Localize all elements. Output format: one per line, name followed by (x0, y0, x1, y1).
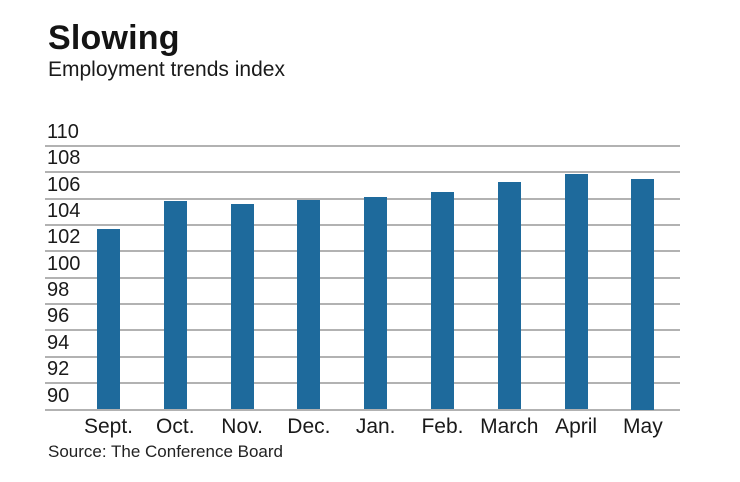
x-axis-category-label: May (623, 414, 663, 438)
gridline (45, 224, 680, 227)
y-axis-tick-label: 108 (47, 147, 81, 170)
x-axis-category-label: Sept. (83, 414, 134, 438)
bar (564, 173, 588, 410)
bar (497, 181, 521, 410)
y-axis-tick-label: 104 (47, 200, 81, 223)
gridline (45, 171, 680, 174)
gridline (45, 382, 680, 385)
gridline (45, 355, 680, 358)
bar (297, 200, 321, 410)
bar (364, 197, 388, 410)
bar (163, 201, 187, 410)
x-axis-category-label: March (480, 414, 539, 438)
gridline (45, 408, 680, 411)
gridline (45, 303, 680, 306)
gridline (45, 329, 680, 332)
y-axis-tick-label: 94 (47, 331, 70, 354)
chart-subtitle: Employment trends index (48, 58, 285, 81)
y-axis-tick-label: 106 (47, 173, 81, 196)
gridline (45, 145, 680, 147)
y-axis-tick-label: 90 (47, 384, 70, 407)
gridline (45, 250, 680, 253)
bar (631, 178, 655, 410)
y-axis-tick-label: 98 (47, 279, 70, 302)
y-axis-tick-label: 102 (47, 226, 81, 249)
x-axis-category-label: Oct. (156, 414, 195, 438)
bar (230, 203, 254, 410)
bar (97, 229, 120, 410)
source-note: Source: The Conference Board (48, 442, 283, 461)
chart-title: Slowing (48, 19, 180, 57)
y-axis-tick-label: 96 (47, 305, 70, 328)
x-axis-category-label: April (555, 414, 598, 438)
x-axis-category-label: Dec. (287, 414, 331, 438)
y-axis-tick-label: 100 (47, 252, 81, 275)
x-axis-category-label: Nov. (221, 414, 263, 438)
x-axis-category-label: Feb. (421, 414, 464, 438)
y-axis-tick-label: 110 (47, 121, 79, 143)
gridline (45, 276, 680, 279)
x-axis-category-label: Jan. (355, 414, 396, 438)
gridline (45, 197, 680, 200)
bar (431, 192, 454, 410)
y-axis-tick-label: 92 (47, 358, 70, 381)
